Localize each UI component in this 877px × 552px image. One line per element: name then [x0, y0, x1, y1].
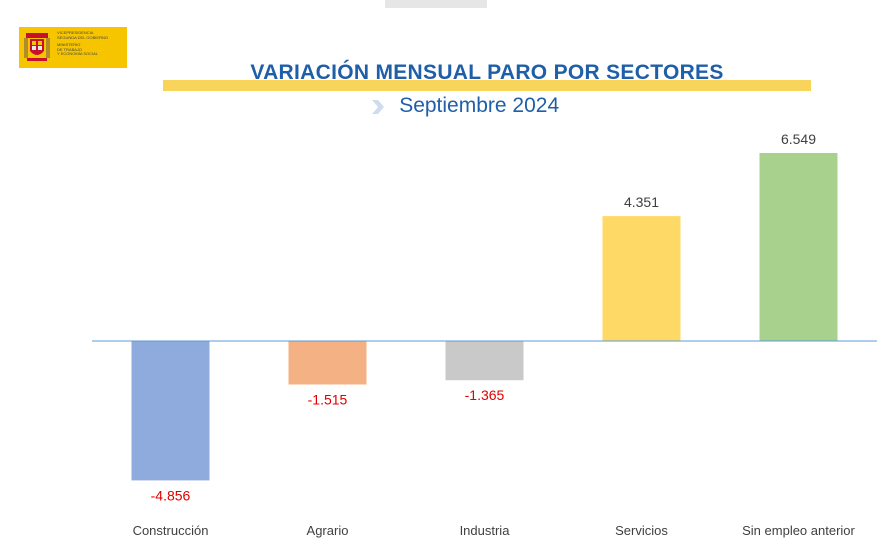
data-label-0: -4.856	[151, 487, 191, 503]
logo-line: VICEPRESIDENCIA	[57, 30, 94, 35]
top-tab	[385, 0, 487, 8]
data-label-4: 6.549	[781, 131, 816, 147]
subtitle-text: Septiembre 2024	[399, 94, 560, 117]
ministry-logo: VICEPRESIDENCIA SEGUNDA DEL GOBIERNO MIN…	[19, 27, 127, 68]
page-subtitle: Septiembre 2024	[370, 94, 559, 118]
bar-1	[288, 341, 367, 385]
coat-of-arms-icon	[24, 33, 50, 61]
bar-2	[445, 341, 524, 381]
category-label-0: Construcción	[133, 523, 209, 538]
logo-line: SEGUNDA DEL GOBIERNO	[57, 34, 108, 40]
data-label-1: -1.515	[308, 391, 348, 407]
category-label-4: Sin empleo anterior	[742, 523, 855, 538]
bar-3	[602, 216, 681, 341]
data-label-2: -1.365	[465, 387, 505, 403]
logo-line: MINISTERIO	[57, 42, 81, 48]
bar-0	[131, 341, 210, 481]
title-underline-band	[163, 80, 811, 91]
logo-line: Y ECONOMÍA SOCIAL	[57, 51, 99, 57]
category-label-2: Industria	[460, 523, 511, 538]
category-label-3: Servicios	[615, 523, 668, 538]
chevron-right-icon	[372, 100, 384, 114]
logo-line: DE TRABAJO	[57, 46, 83, 52]
page-title: VARIACIÓN MENSUAL PARO POR SECTORES	[250, 61, 724, 84]
logo-text: VICEPRESIDENCIA SEGUNDA DEL GOBIERNO MIN…	[57, 30, 108, 57]
bar-4	[759, 153, 838, 341]
data-label-3: 4.351	[624, 194, 659, 210]
category-label-1: Agrario	[307, 523, 349, 538]
